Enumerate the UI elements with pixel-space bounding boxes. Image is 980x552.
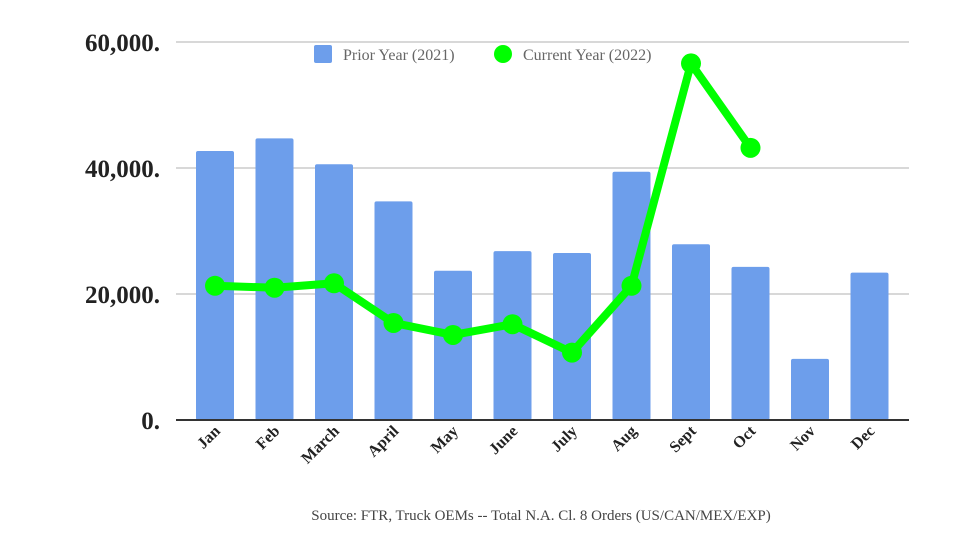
- x-tick-label: Dec: [848, 423, 878, 453]
- point-current-year-jan: [205, 275, 225, 296]
- point-current-year-march: [324, 273, 344, 294]
- legend-swatch-prior-year: [314, 45, 332, 63]
- point-current-year-july: [562, 342, 582, 363]
- x-tick-label: May: [428, 423, 462, 457]
- bar-prior-year-april: [374, 201, 413, 420]
- source-note: Source: FTR, Truck OEMs -- Total N.A. Cl…: [311, 508, 771, 524]
- point-current-year-aug: [621, 275, 642, 296]
- y-tick-label: 20,000.: [85, 282, 160, 309]
- bar-prior-year-may: [434, 270, 472, 420]
- y-tick-label: 0.: [141, 408, 160, 435]
- x-tick-label: Jan: [194, 423, 224, 453]
- bar-prior-year-june: [493, 251, 532, 420]
- x-tick-label: July: [548, 423, 581, 456]
- point-current-year-june: [502, 314, 523, 335]
- x-tick-label: April: [365, 422, 403, 460]
- bar-prior-year-aug: [612, 171, 651, 420]
- y-tick-label: 60,000.: [85, 30, 160, 57]
- bar-prior-year-nov: [791, 358, 829, 420]
- y-tick-label: 40,000.: [85, 156, 160, 183]
- x-tick-label: Nov: [787, 423, 819, 455]
- legend-label-current-year: Current Year (2022): [523, 47, 651, 64]
- x-tick-label: March: [298, 423, 343, 468]
- x-tick-label: Aug: [608, 423, 640, 455]
- legend-label-prior-year: Prior Year (2021): [343, 47, 455, 64]
- bar-prior-year-july: [553, 253, 591, 420]
- point-current-year-april: [383, 312, 404, 333]
- line-current-year: [214, 59, 754, 357]
- point-current-year-oct: [740, 137, 761, 158]
- x-tick-label: Oct: [730, 422, 760, 452]
- x-tick-label: Sept: [666, 422, 700, 456]
- legend-marker-current-year: [494, 45, 512, 63]
- bar-prior-year-dec: [850, 272, 889, 420]
- point-current-year-feb: [264, 277, 285, 298]
- bar-prior-year-sept: [672, 244, 710, 420]
- bar-prior-year-oct: [731, 266, 770, 420]
- point-current-year-may: [443, 324, 463, 345]
- legend: Prior Year (2021) Current Year (2022): [314, 45, 651, 64]
- x-tick-label: June: [486, 423, 521, 458]
- x-tick-label: Feb: [253, 423, 283, 453]
- point-current-year-sept: [681, 53, 701, 74]
